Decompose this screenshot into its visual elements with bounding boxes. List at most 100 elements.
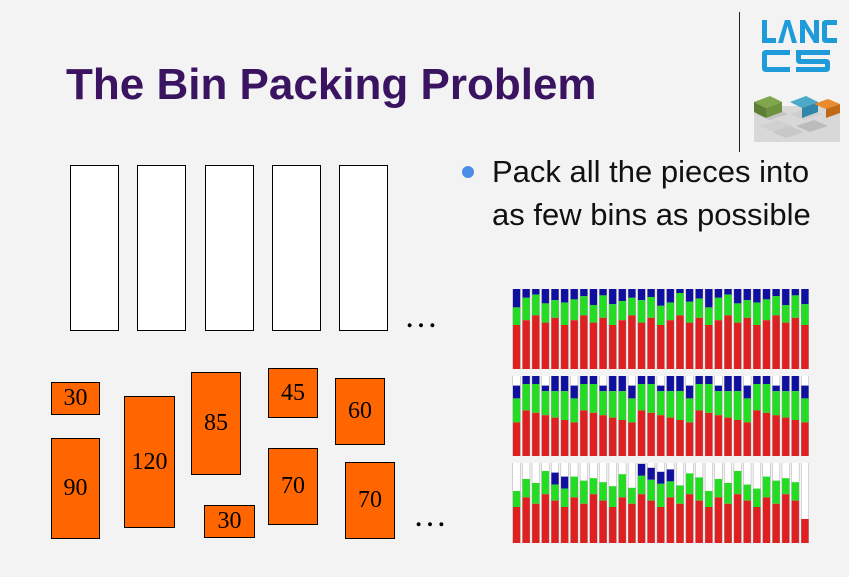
red-piece: [628, 315, 636, 369]
blue-piece: [647, 289, 655, 297]
empty-segment: [657, 376, 665, 386]
green-piece: [743, 484, 751, 501]
blue-piece: [801, 385, 809, 399]
red-piece: [561, 420, 569, 456]
red-piece: [734, 420, 742, 456]
blue-piece: [618, 376, 626, 392]
empty-segment: [647, 463, 655, 468]
red-piece: [551, 500, 559, 543]
red-piece: [695, 500, 703, 543]
blue-piece: [561, 476, 569, 489]
red-piece: [762, 497, 771, 543]
red-piece: [772, 315, 780, 369]
blue-piece: [772, 385, 780, 392]
empty-segment: [695, 463, 703, 478]
green-piece: [580, 296, 588, 316]
red-piece: [513, 507, 521, 543]
blue-piece: [541, 289, 549, 304]
red-piece: [714, 320, 722, 369]
empty-bin: [70, 165, 119, 331]
piece-item: 45: [268, 368, 318, 418]
red-piece: [676, 420, 684, 456]
red-piece: [541, 322, 549, 369]
red-piece: [570, 422, 578, 456]
blue-piece: [676, 289, 684, 293]
red-piece: [753, 410, 761, 456]
green-piece: [724, 483, 732, 504]
green-piece: [647, 297, 655, 318]
red-piece: [714, 415, 722, 456]
green-piece: [647, 479, 655, 501]
empty-segment: [753, 463, 761, 489]
lancs-logo: [754, 20, 840, 142]
red-piece: [666, 417, 674, 456]
piece-item: 70: [268, 448, 318, 525]
green-piece: [657, 391, 665, 416]
empty-bin: [137, 165, 186, 331]
red-piece: [609, 417, 617, 456]
green-piece: [561, 391, 569, 420]
packing-solution-3: [512, 463, 809, 543]
green-piece: [628, 297, 636, 316]
blue-piece: [743, 385, 751, 399]
green-piece: [791, 482, 799, 501]
blue-piece: [657, 289, 665, 306]
red-piece: [589, 412, 598, 456]
empty-segment: [772, 376, 780, 386]
empty-segment: [637, 463, 646, 464]
green-piece: [676, 391, 684, 420]
green-piece: [589, 305, 598, 323]
blue-piece: [666, 469, 674, 482]
empty-segment: [570, 463, 578, 477]
green-piece: [743, 300, 751, 318]
blue-piece: [666, 376, 674, 392]
green-piece: [666, 302, 674, 321]
green-piece: [714, 391, 722, 416]
red-piece: [532, 315, 540, 369]
green-piece: [753, 384, 761, 411]
bullet-text: Pack all the pieces into as few bins as …: [492, 154, 811, 232]
red-piece: [705, 412, 713, 456]
green-piece: [705, 491, 713, 507]
green-piece: [734, 471, 742, 495]
green-piece: [561, 302, 569, 325]
piece-item: 120: [124, 396, 175, 528]
empty-segment: [580, 463, 588, 481]
red-piece: [762, 320, 771, 369]
red-piece: [589, 322, 598, 369]
green-piece: [599, 295, 607, 318]
blue-piece: [609, 376, 617, 392]
red-piece: [676, 503, 684, 543]
green-piece: [618, 474, 626, 498]
green-piece: [570, 476, 578, 498]
red-piece: [647, 412, 655, 456]
red-piece: [522, 320, 530, 369]
red-piece: [561, 507, 569, 543]
green-piece: [580, 480, 588, 504]
green-piece: [753, 488, 761, 507]
packing-solution-2: [512, 376, 809, 456]
blue-piece: [801, 289, 809, 305]
red-piece: [772, 415, 780, 456]
blue-piece: [724, 289, 732, 295]
green-piece: [589, 384, 598, 413]
green-piece: [714, 297, 722, 321]
empty-segment: [801, 376, 809, 386]
empty-segment: [541, 463, 549, 471]
green-piece: [628, 487, 636, 504]
green-piece: [657, 483, 665, 507]
blue-piece: [551, 289, 559, 301]
green-piece: [522, 479, 530, 498]
blue-piece: [695, 289, 703, 299]
red-piece: [637, 322, 646, 369]
red-piece: [657, 325, 665, 369]
blue-piece: [637, 463, 646, 476]
red-piece: [551, 317, 559, 369]
green-piece: [532, 294, 540, 316]
empty-segment: [599, 376, 607, 386]
blue-piece: [791, 289, 799, 296]
red-piece: [801, 325, 809, 369]
empty-segment: [513, 463, 521, 491]
red-piece: [743, 317, 751, 369]
red-piece: [513, 325, 521, 369]
